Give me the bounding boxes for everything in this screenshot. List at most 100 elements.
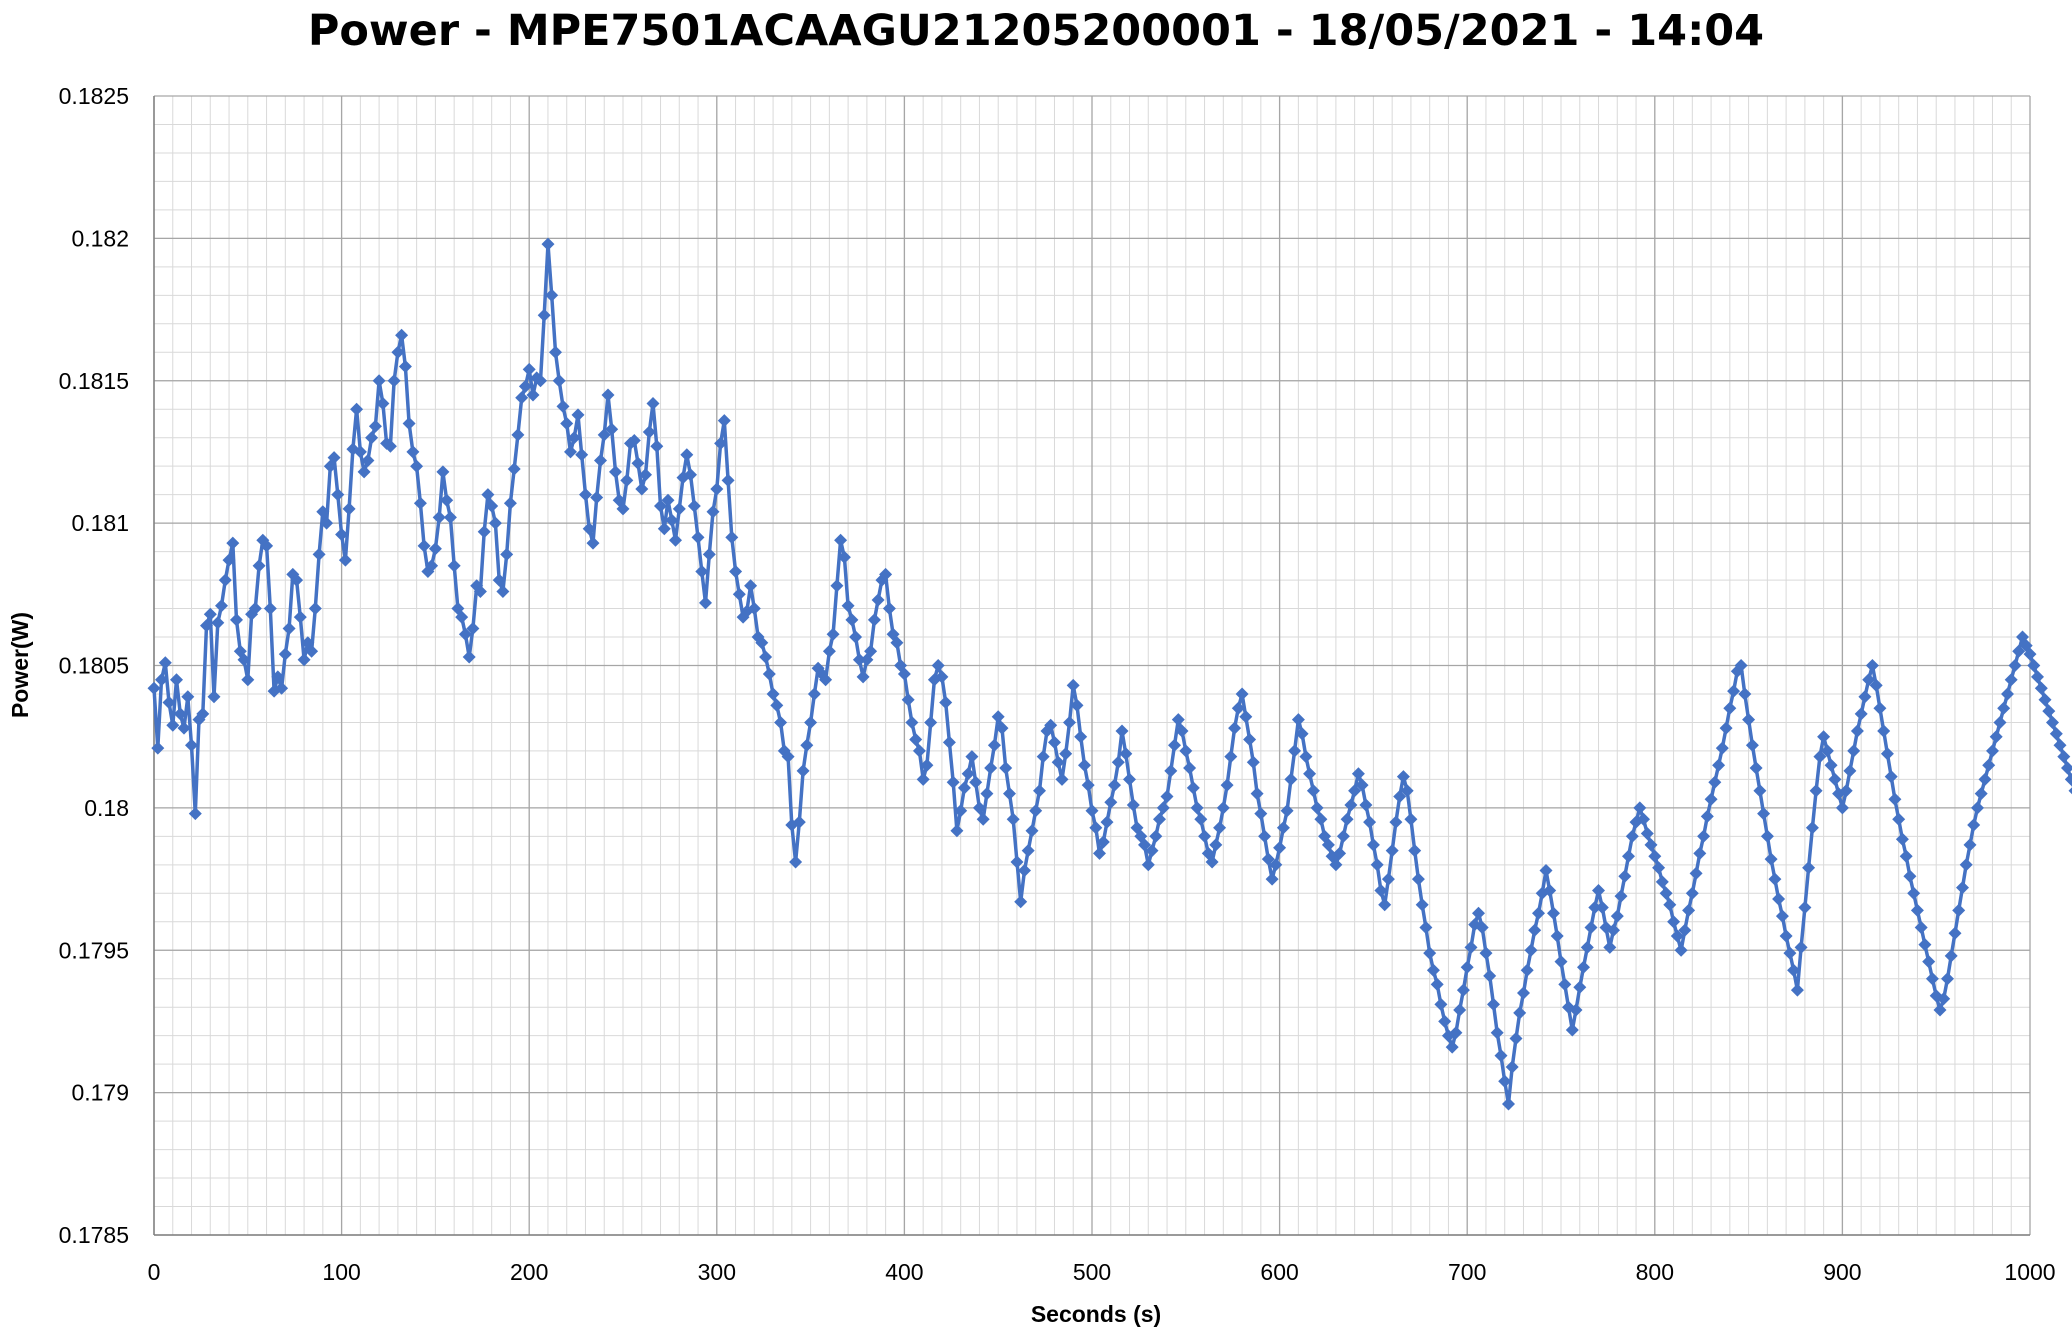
data-point-marker [582, 522, 596, 536]
data-point-marker [211, 616, 225, 630]
data-point-marker [1967, 818, 1981, 832]
data-point-marker [1550, 929, 1564, 943]
data-point-marker [1865, 659, 1879, 672]
data-point-marker [1370, 858, 1384, 872]
data-point-marker [1873, 701, 1887, 715]
data-point-marker [1674, 943, 1688, 957]
data-point-marker [1261, 852, 1275, 866]
data-point-marker [237, 653, 251, 667]
data-point-marker [492, 573, 506, 587]
data-point-marker [1280, 804, 1294, 818]
y-tick-label: 0.18 [84, 795, 129, 821]
data-point-marker [1689, 866, 1703, 880]
data-point-marker [999, 761, 1013, 775]
data-point-marker [1592, 884, 1605, 897]
data-point-marker [308, 602, 322, 615]
data-point-marker [1757, 807, 1771, 821]
data-point-marker [796, 764, 810, 778]
data-point-marker [1010, 855, 1024, 869]
data-point-marker [151, 741, 165, 755]
data-point-marker [1081, 778, 1095, 792]
data-point-marker [1892, 812, 1906, 826]
data-point-marker [631, 456, 645, 470]
data-point-marker [1640, 827, 1654, 840]
data-point-marker [432, 510, 446, 524]
data-point-marker [1003, 787, 1016, 801]
data-point-marker [1509, 1032, 1523, 1045]
data-point-marker [1213, 821, 1227, 835]
data-point-marker [961, 767, 975, 781]
data-point-marker [353, 445, 367, 459]
data-point-marker [1393, 790, 1407, 803]
data-point-marker [1059, 747, 1073, 761]
data-point-marker [1685, 886, 1699, 900]
data-point-marker [1025, 824, 1039, 838]
data-point-marker [1577, 960, 1590, 974]
data-point-marker [2008, 659, 2022, 672]
data-point-marker [2061, 761, 2072, 775]
data-point-marker [278, 647, 292, 661]
data-point-marker [552, 374, 566, 388]
data-point-marker [1423, 946, 1437, 960]
data-point-marker [376, 397, 390, 410]
data-point-marker [1678, 923, 1692, 937]
data-point-marker [1607, 923, 1620, 937]
data-point-marker [980, 787, 994, 801]
data-point-marker [695, 565, 709, 578]
data-point-marker [1355, 778, 1369, 792]
data-point-marker [1250, 787, 1264, 801]
data-point-marker [1156, 801, 1170, 815]
data-point-marker [822, 644, 836, 658]
data-point-marker [1190, 801, 1204, 815]
data-point-marker [912, 744, 926, 758]
data-point-marker [1363, 815, 1377, 829]
data-point-marker [357, 465, 371, 479]
data-point-marker [518, 379, 532, 393]
data-point-marker [852, 653, 866, 667]
data-point-marker [1787, 963, 1801, 977]
y-tick-label: 0.1825 [59, 83, 129, 109]
data-point-marker [1554, 955, 1568, 969]
data-point-marker [946, 775, 960, 789]
data-point-marker [1265, 872, 1279, 886]
data-point-marker [1539, 864, 1553, 877]
x-tick-label: 0 [148, 1259, 161, 1285]
data-point-marker [1100, 815, 1114, 829]
data-point-marker [1115, 724, 1129, 738]
series-markers [147, 237, 2072, 1111]
data-point-marker [684, 468, 697, 482]
data-point-marker [458, 627, 472, 641]
data-point-marker [1126, 798, 1140, 812]
data-point-marker [1670, 929, 1684, 943]
data-point-marker [1820, 744, 1834, 758]
data-point-marker [534, 374, 547, 388]
data-point-marker [1389, 815, 1403, 829]
data-point-marker [1029, 804, 1043, 818]
data-point-marker [680, 448, 694, 462]
data-point-marker [909, 733, 923, 746]
data-point-marker [672, 502, 686, 516]
data-point-marker [1779, 929, 1793, 943]
data-point-marker [1351, 767, 1365, 781]
data-point-marker [1700, 809, 1714, 823]
data-point-marker [699, 596, 712, 610]
data-point-marker [1228, 721, 1242, 735]
data-point-marker [466, 622, 480, 635]
data-point-marker [1164, 764, 1178, 778]
data-point-marker [725, 530, 739, 544]
data-point-marker [1396, 770, 1410, 784]
data-point-marker [413, 496, 427, 510]
data-point-marker [537, 308, 551, 322]
data-point-marker [702, 547, 716, 561]
data-point-marker [440, 493, 454, 507]
data-point-marker [241, 673, 255, 687]
data-point-marker [1160, 790, 1174, 803]
data-point-marker [2042, 704, 2056, 718]
data-point-marker [845, 613, 859, 627]
data-point-marker [1438, 1014, 1452, 1028]
data-point-marker [1284, 772, 1298, 786]
data-point-marker [342, 502, 356, 516]
data-point-marker [1336, 829, 1350, 843]
data-point-marker [1764, 852, 1778, 866]
data-point-marker [766, 687, 780, 701]
